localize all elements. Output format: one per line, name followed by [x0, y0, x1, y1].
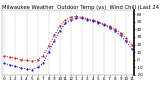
Text: Milwaukee Weather  Outdoor Temp (vs)  Wind Chill (Last 24 Hours): Milwaukee Weather Outdoor Temp (vs) Wind…: [2, 5, 160, 10]
